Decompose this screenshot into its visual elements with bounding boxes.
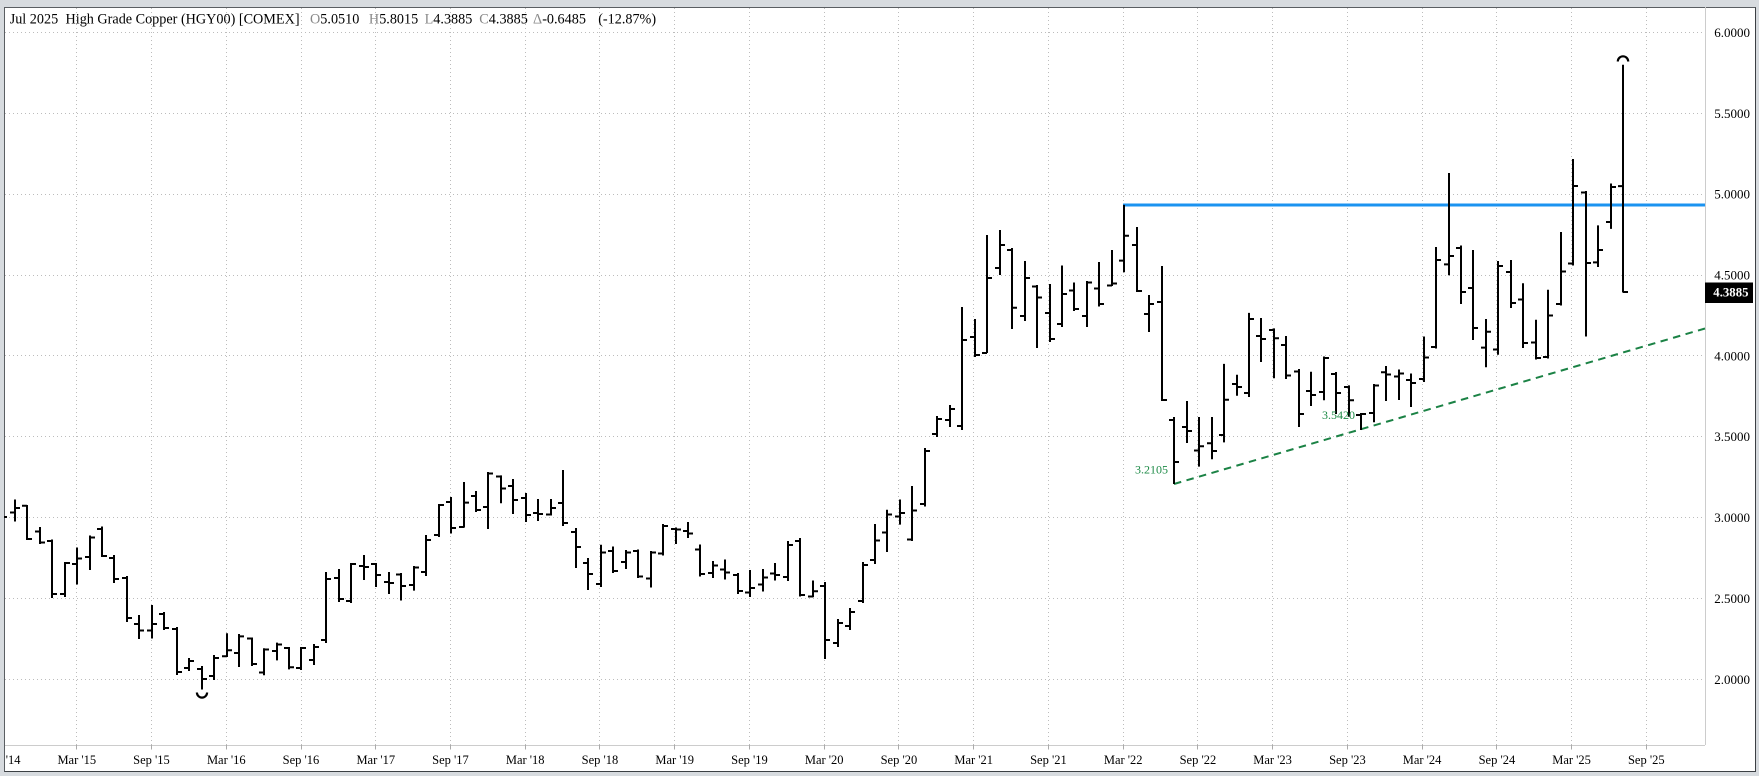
svg-text:Mar '15: Mar '15 xyxy=(57,753,96,767)
svg-text:5.5000: 5.5000 xyxy=(1714,106,1750,121)
svg-text:Sep '22: Sep '22 xyxy=(1180,753,1217,767)
svg-text:4.5000: 4.5000 xyxy=(1714,268,1750,283)
svg-text:O: O xyxy=(310,12,320,28)
svg-text:Mar '23: Mar '23 xyxy=(1253,753,1292,767)
svg-text:4.3885: 4.3885 xyxy=(433,12,472,28)
svg-text:4.3885: 4.3885 xyxy=(489,12,528,28)
svg-text:Sep '19: Sep '19 xyxy=(731,753,768,767)
svg-text:5.8015: 5.8015 xyxy=(379,12,418,28)
svg-text:Sep '15: Sep '15 xyxy=(133,753,170,767)
svg-text:Mar '22: Mar '22 xyxy=(1104,753,1143,767)
svg-text:Mar '18: Mar '18 xyxy=(506,753,545,767)
svg-text:Mar '20: Mar '20 xyxy=(805,753,844,767)
svg-text:4.0000: 4.0000 xyxy=(1714,348,1750,363)
svg-text:C: C xyxy=(479,12,488,28)
svg-text:Sep '25: Sep '25 xyxy=(1628,753,1665,767)
svg-text:4.3885: 4.3885 xyxy=(1713,286,1748,300)
svg-text:3.5000: 3.5000 xyxy=(1714,429,1750,444)
svg-text:2.5000: 2.5000 xyxy=(1714,591,1750,606)
svg-text:Mar '24: Mar '24 xyxy=(1403,753,1442,767)
svg-text:Mar '19: Mar '19 xyxy=(655,753,694,767)
svg-text:Mar '25: Mar '25 xyxy=(1552,753,1591,767)
svg-text:Sep '18: Sep '18 xyxy=(582,753,619,767)
svg-text:Sep '17: Sep '17 xyxy=(432,753,469,767)
svg-text:Sep '20: Sep '20 xyxy=(881,753,918,767)
svg-text:H: H xyxy=(369,12,379,28)
svg-text:5.0000: 5.0000 xyxy=(1714,187,1750,202)
svg-text:2.0000: 2.0000 xyxy=(1714,672,1750,687)
svg-text:Mar '21: Mar '21 xyxy=(954,753,993,767)
svg-text:Sep '23: Sep '23 xyxy=(1329,753,1366,767)
svg-text:5.0510: 5.0510 xyxy=(320,12,359,28)
svg-text:Sep '16: Sep '16 xyxy=(283,753,320,767)
svg-text:Sep '21: Sep '21 xyxy=(1030,753,1067,767)
svg-text:'14: '14 xyxy=(6,753,22,767)
svg-text:Jul 2025: Jul 2025 xyxy=(10,12,58,28)
svg-text:(-12.87%): (-12.87%) xyxy=(598,12,656,28)
svg-text:Mar '17: Mar '17 xyxy=(356,753,395,767)
svg-text:Mar '16: Mar '16 xyxy=(207,753,246,767)
svg-text:Δ: Δ xyxy=(533,12,542,28)
svg-text:3.0000: 3.0000 xyxy=(1714,510,1750,525)
svg-text:Sep '24: Sep '24 xyxy=(1479,753,1516,767)
svg-text:-0.6485: -0.6485 xyxy=(542,12,586,28)
svg-text:3.5420: 3.5420 xyxy=(1322,408,1355,422)
svg-text:High Grade Copper (HGY00) [COM: High Grade Copper (HGY00) [COMEX] xyxy=(66,12,300,28)
svg-text:3.2105: 3.2105 xyxy=(1135,463,1168,477)
svg-text:L: L xyxy=(425,12,434,28)
svg-text:6.0000: 6.0000 xyxy=(1714,25,1750,40)
